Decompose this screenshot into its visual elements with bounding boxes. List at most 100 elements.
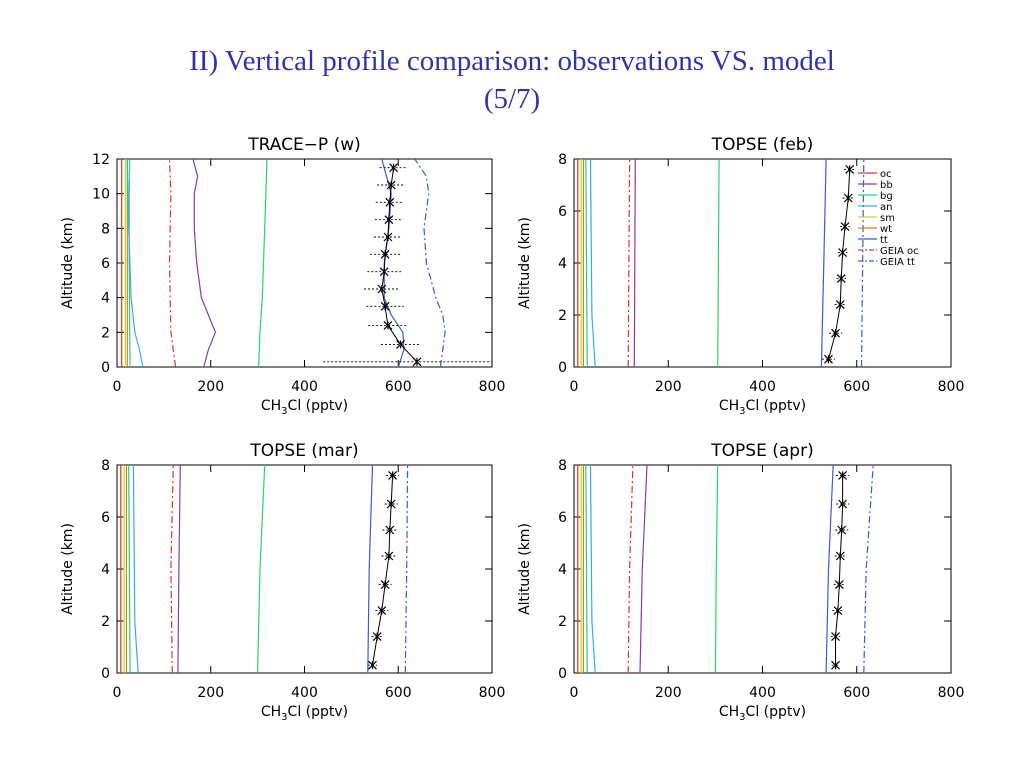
x-tick-label: 800 [938, 379, 965, 395]
series-line-an [589, 159, 596, 367]
x-tick-label: 0 [570, 685, 579, 701]
obs-marker [380, 580, 390, 590]
legend-label-wt: wt [880, 224, 892, 235]
y-tick-label: 8 [101, 458, 110, 474]
x-axis-label: CH3Cl (pptv) [719, 704, 806, 723]
chart-title: TOPSE (apr) [710, 441, 813, 461]
series-line-bg [128, 159, 131, 367]
legend-label-geia_tt: GEIA tt [880, 257, 915, 268]
obs-marker [831, 328, 840, 338]
series-line-bb [639, 465, 648, 673]
obs-marker [838, 470, 848, 480]
series-line-an [126, 159, 144, 367]
slide-title-line-1: II) Vertical profile comparison: observa… [189, 45, 835, 77]
plot-area [121, 159, 492, 367]
obs-marker [833, 606, 843, 616]
series-line-obs [835, 475, 844, 666]
series-line-bb [192, 159, 217, 367]
obs-marker [843, 193, 853, 203]
y-tick-label: 0 [558, 360, 567, 376]
plot-frame [116, 464, 493, 674]
series-line-geia_oc [627, 465, 634, 673]
obs-marker [388, 470, 398, 480]
series-line-tt [825, 465, 834, 673]
chart-title: TOPSE (mar) [249, 441, 358, 461]
x-tick-label: 800 [938, 685, 965, 701]
series-line-obs [372, 475, 394, 666]
legend-label-tt: tt [880, 235, 888, 246]
series-line-geia_tt [863, 465, 874, 673]
y-tick-label: 6 [558, 510, 567, 526]
y-tick-label: 0 [558, 666, 567, 682]
series-line-geia_oc [170, 465, 174, 673]
y-tick-label: 4 [101, 562, 110, 578]
obs-marker [835, 551, 845, 561]
obs-marker [379, 267, 389, 277]
chart-panel-1: 0 200 400 600 800 0 2 4 6 8 10 12 TRACE−P (w) CH3Cl (… [60, 135, 505, 417]
chart-title: TOPSE (feb) [711, 135, 813, 155]
legend-label-geia_oc: GEIA oc [880, 246, 919, 257]
y-tick-label: 4 [101, 291, 110, 307]
series-line-bg [258, 159, 268, 367]
obs-marker [386, 499, 396, 509]
obs-marker [389, 163, 398, 173]
series-line-bb [177, 465, 181, 673]
series-line-geia_oc [627, 159, 631, 367]
legend-label-oc: oc [880, 169, 892, 180]
x-tick-label: 0 [570, 379, 579, 395]
legend-label-an: an [880, 202, 892, 213]
x-tick-label: 400 [291, 379, 318, 395]
y-tick-label: 4 [558, 256, 567, 272]
x-tick-label: 400 [291, 685, 318, 701]
obs-marker [384, 551, 394, 561]
series-line-geia_tt [404, 465, 409, 673]
obs-marker [377, 284, 387, 294]
obs-marker [377, 606, 387, 616]
series-line-an [589, 465, 596, 673]
x-axis-label: CH3Cl (pptv) [261, 704, 348, 723]
obs-marker [385, 197, 395, 207]
chart-panel-4: 0 200 400 600 800 0 2 4 6 8 TOPSE (apr) CH3Cl (pptv… [517, 441, 964, 723]
x-tick-label: 200 [197, 379, 224, 395]
x-tick-label: 800 [479, 685, 506, 701]
y-tick-label: 8 [558, 152, 567, 168]
series-line-geia_tt [860, 159, 865, 367]
y-tick-label: 6 [558, 204, 567, 220]
slide-title-line-2: (5/7) [483, 83, 541, 115]
x-tick-label: 400 [749, 685, 776, 701]
obs-marker [831, 660, 840, 670]
x-tick-label: 400 [749, 379, 776, 395]
obs-marker [845, 164, 855, 174]
x-tick-label: 200 [655, 685, 682, 701]
x-axis-label: CH3Cl (pptv) [261, 398, 348, 417]
plot-area [577, 465, 874, 673]
x-tick-label: 0 [113, 685, 122, 701]
y-tick-label: 0 [101, 666, 110, 682]
y-axis-label: Altitude (km) [517, 523, 533, 615]
plot-area [577, 159, 865, 367]
series-line-geia_tt [414, 159, 446, 367]
obs-marker [396, 340, 406, 349]
obs-marker [372, 632, 382, 642]
series-line-bg [257, 465, 266, 673]
series-line-an [132, 465, 139, 673]
plot-area [120, 465, 409, 673]
series-line-geia_oc [168, 159, 177, 367]
y-tick-label: 2 [101, 325, 110, 341]
obs-marker [384, 215, 394, 225]
series-line-bg [585, 465, 588, 673]
series-line-bg [714, 465, 719, 673]
chart-panel-2: 0 200 400 600 800 0 2 4 6 8 TOPSE (feb) CH3Cl (pptv… [517, 135, 964, 417]
series-line-bg [128, 465, 131, 673]
y-tick-label: 2 [558, 308, 567, 324]
x-tick-label: 600 [843, 379, 870, 395]
y-tick-label: 2 [101, 614, 110, 630]
series-line-tt [367, 465, 374, 673]
obs-marker [385, 525, 395, 535]
y-tick-label: 8 [101, 221, 110, 237]
obs-marker [383, 232, 393, 242]
obs-marker [838, 499, 848, 509]
x-axis-label: CH3Cl (pptv) [719, 398, 806, 417]
y-axis-label: Altitude (km) [60, 217, 76, 309]
